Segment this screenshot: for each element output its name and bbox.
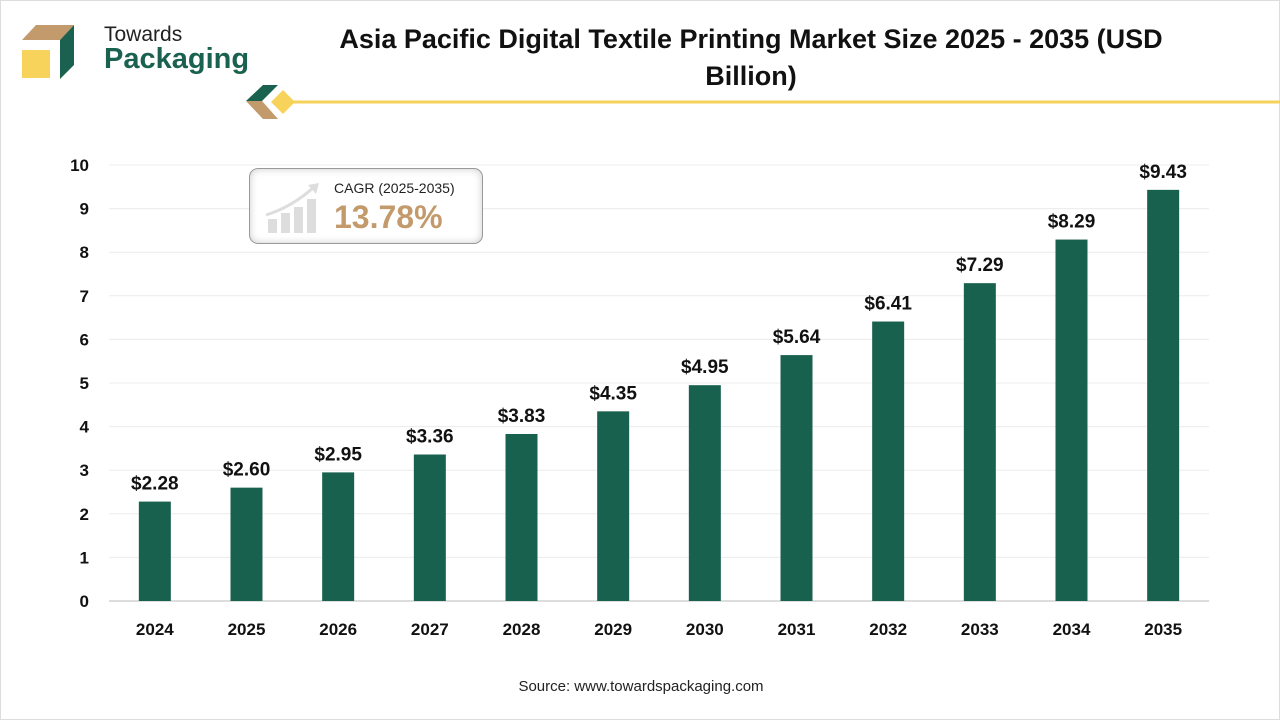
bar [322, 472, 355, 601]
y-tick-label: 4 [80, 418, 90, 437]
bar [872, 321, 905, 601]
bar [1147, 189, 1180, 602]
bar [505, 434, 538, 601]
growth-chart-icon [265, 183, 319, 233]
x-tick-label: 2027 [411, 620, 449, 639]
data-label: $5.64 [773, 327, 821, 348]
data-label: $6.41 [864, 294, 912, 315]
bar [138, 501, 171, 601]
x-tick-label: 2033 [961, 620, 999, 639]
data-label: $4.95 [681, 357, 729, 378]
bar [413, 454, 446, 601]
data-label: $2.60 [223, 460, 271, 481]
y-tick-label: 2 [80, 505, 89, 524]
logo-text-packaging: Packaging [104, 43, 250, 75]
bar [597, 411, 630, 601]
y-tick-label: 5 [80, 374, 89, 393]
data-label: $2.28 [131, 474, 179, 495]
cagr-label: CAGR (2025-2035) [334, 180, 455, 196]
bar [1055, 239, 1088, 601]
x-tick-label: 2031 [778, 620, 816, 639]
x-tick-label: 2034 [1053, 620, 1091, 639]
x-tick-label: 2028 [503, 620, 541, 639]
data-label: $3.36 [406, 427, 454, 448]
decor-divider [246, 85, 1280, 119]
y-tick-label: 10 [70, 156, 89, 175]
data-label: $9.43 [1139, 162, 1187, 183]
y-tick-label: 6 [80, 330, 89, 349]
x-tick-label: 2024 [136, 620, 174, 639]
data-label: $2.95 [314, 444, 362, 465]
data-label: $7.29 [956, 255, 1004, 276]
cagr-value: 13.78% [334, 199, 443, 235]
x-tick-label: 2032 [869, 620, 907, 639]
source-text: Source: www.towardspackaging.com [518, 678, 764, 695]
y-tick-label: 7 [80, 287, 89, 306]
bar [688, 385, 721, 601]
y-tick-label: 9 [80, 200, 89, 219]
x-tick-label: 2026 [319, 620, 357, 639]
x-tick-label: 2029 [594, 620, 632, 639]
y-tick-label: 3 [80, 461, 89, 480]
logo-text-towards: Towards [104, 23, 183, 46]
chart-title: Asia Pacific Digital Textile Printing Ma… [339, 24, 1163, 91]
bar [780, 355, 813, 601]
logo: Towards Packaging [19, 23, 249, 83]
y-tick-label: 8 [80, 243, 89, 262]
data-label: $8.29 [1048, 212, 1096, 233]
data-label: $3.83 [498, 406, 546, 427]
x-tick-label: 2030 [686, 620, 724, 639]
bar [963, 283, 996, 601]
x-tick-label: 2025 [228, 620, 266, 639]
x-tick-label: 2035 [1144, 620, 1182, 639]
y-tick-label: 0 [80, 592, 89, 611]
data-label: $4.35 [589, 383, 637, 404]
cagr-box: CAGR (2025-2035) 13.78% [249, 168, 483, 244]
y-tick-label: 1 [80, 548, 89, 567]
bar [230, 487, 263, 601]
logo-box-icon [22, 25, 74, 79]
